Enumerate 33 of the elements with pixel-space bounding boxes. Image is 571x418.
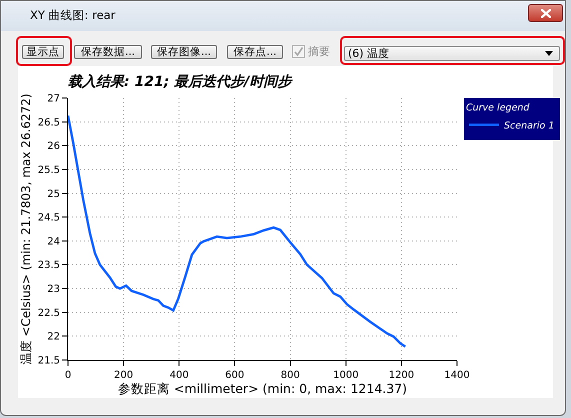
- button: 保存点...: [227, 45, 283, 59]
- x-tick-label: 1400: [444, 370, 470, 381]
- x-tick-label: 1200: [388, 370, 414, 381]
- x-tick-label: 400: [170, 370, 189, 381]
- x-tick-label: 200: [114, 370, 134, 381]
- y-tick-label: 26: [47, 141, 60, 152]
- x-tick-label: 600: [225, 370, 244, 381]
- button: 保存图像...: [151, 45, 217, 59]
- y-tick-label: 26.5: [38, 117, 60, 128]
- text: 摘要: [308, 45, 330, 58]
- y-tick-label: 25: [47, 188, 60, 200]
- dropdown: (6) 温度: [344, 46, 560, 61]
- y-tick-label: 23.5: [38, 260, 60, 272]
- button: 保存数据...: [74, 45, 142, 59]
- chart-title: 载入结果: 121; 最后迭代步/时间步: [68, 72, 294, 90]
- y-tick-label: 23: [47, 284, 60, 296]
- button: 显示点: [22, 45, 64, 59]
- x-tick-label: 0: [64, 370, 72, 381]
- y-tick-label: 24: [47, 236, 60, 248]
- y-axis-title: 温度 <Celsius> (min: 21.7803, max 26.6272): [19, 94, 34, 364]
- text: XY 曲线图: rear: [30, 8, 116, 22]
- y-tick-label: 21.5: [38, 356, 60, 366]
- x-axis-title: 参数距离 <millimeter> (min: 0, max: 1214.37): [118, 381, 408, 396]
- legend-title: Curve legend: [466, 102, 530, 114]
- y-tick-label: 22: [47, 332, 60, 343]
- y-tick-label: 22.5: [38, 308, 60, 319]
- legend-label: Scenario 1: [504, 120, 554, 132]
- y-tick-label: 24.5: [38, 212, 60, 224]
- x-tick-label: 1000: [333, 370, 359, 381]
- line-series: [68, 114, 407, 348]
- x-tick-label: 800: [280, 370, 300, 381]
- y-tick-label: 25.5: [38, 164, 60, 176]
- y-tick-label: 27: [47, 94, 60, 104]
